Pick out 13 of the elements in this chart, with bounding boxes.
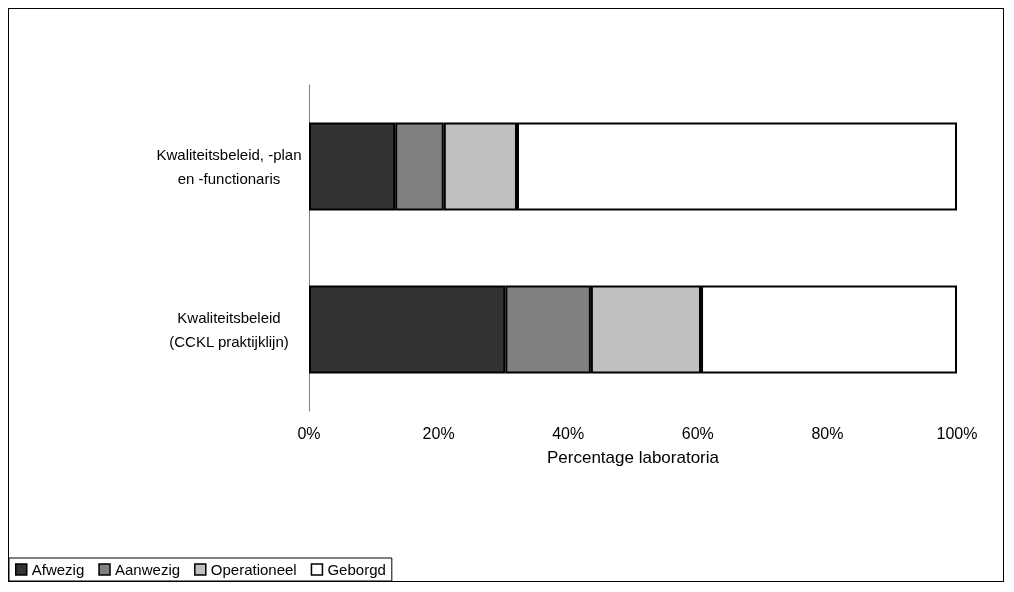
y-tick-label: Kwaliteitsbeleid (CCKL praktijklijn) [169,309,289,350]
legend-label: Operationeel [210,561,297,578]
y-tick-label: Kwaliteitsbeleid, -plan en -functionaris [156,146,302,187]
legend-label: Aanwezig [115,561,181,578]
x-tick-label: 40% [552,424,585,442]
legend-label: Afwezig [31,561,85,578]
x-tick-label: 20% [422,424,455,442]
x-axis-title: Percentage laboratoria [546,448,720,467]
x-tick-label: 60% [681,424,714,442]
x-tick-label: 80% [811,424,844,442]
x-tick-label: 0% [297,424,321,442]
legend-label: Geborgd [327,561,386,578]
x-tick-label: 100% [936,424,978,442]
